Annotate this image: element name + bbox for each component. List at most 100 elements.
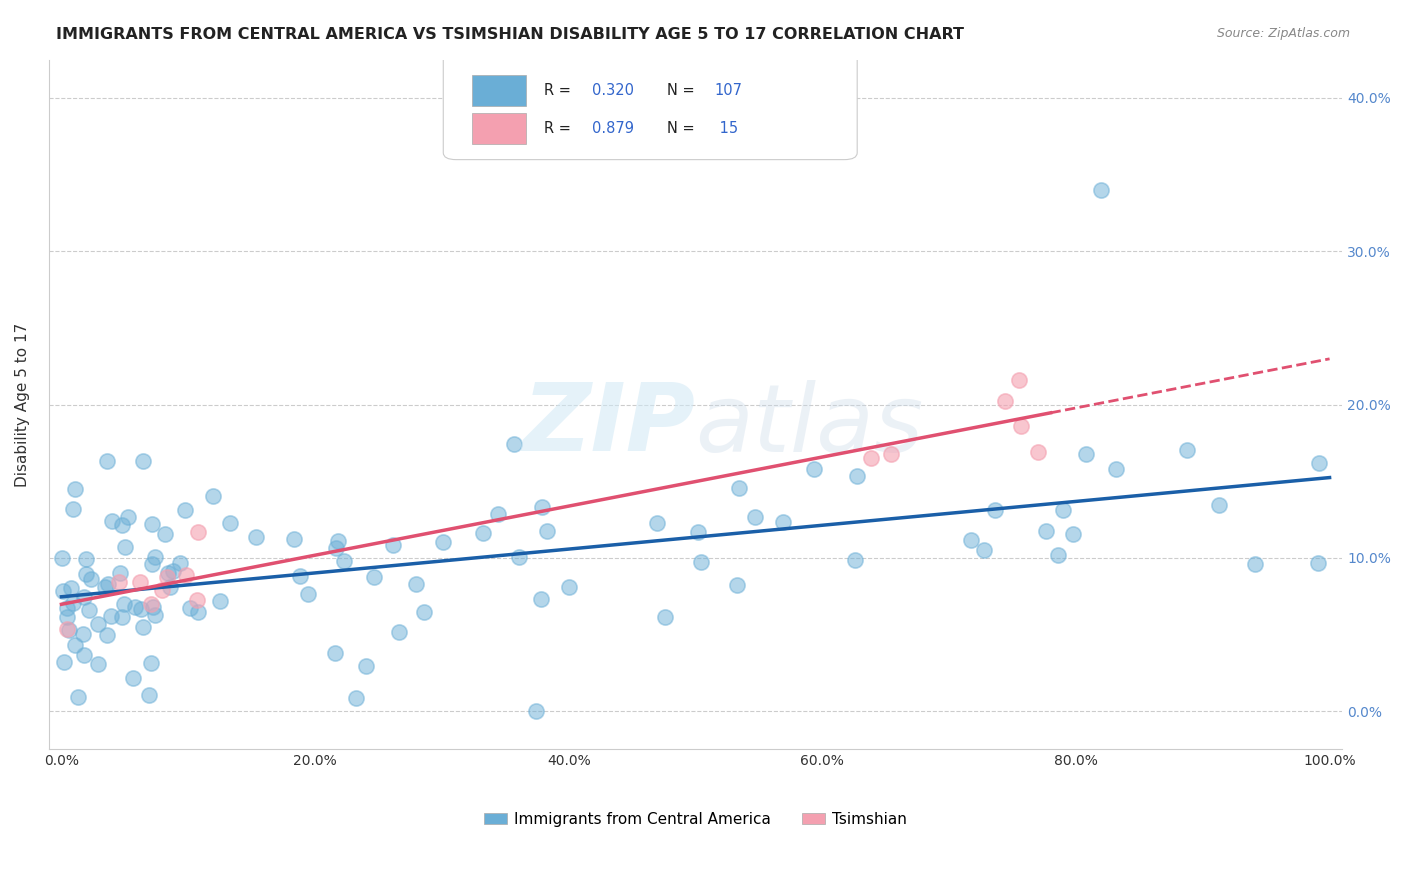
Point bbox=[326, 533, 349, 548]
Point bbox=[86, 657, 108, 672]
Point bbox=[169, 556, 191, 570]
Point bbox=[111, 518, 134, 533]
Point bbox=[143, 608, 166, 623]
Point bbox=[845, 468, 868, 483]
Point bbox=[73, 590, 96, 604]
Text: R =: R = bbox=[544, 83, 575, 98]
Point bbox=[844, 553, 866, 567]
Point bbox=[62, 596, 84, 610]
Point bbox=[323, 646, 346, 660]
Legend: Immigrants from Central America, Tsimshian: Immigrants from Central America, Tsimshi… bbox=[478, 805, 914, 832]
Point bbox=[58, 623, 80, 637]
Point bbox=[1090, 183, 1112, 197]
Point bbox=[645, 516, 668, 530]
Point bbox=[288, 568, 311, 582]
Point bbox=[77, 602, 100, 616]
Point bbox=[388, 624, 411, 639]
Point bbox=[80, 573, 103, 587]
Point bbox=[51, 551, 73, 566]
Point bbox=[1308, 456, 1330, 470]
Point bbox=[219, 516, 242, 530]
Text: 0.879: 0.879 bbox=[592, 121, 634, 136]
Point bbox=[413, 605, 436, 619]
Point bbox=[60, 581, 83, 595]
Point bbox=[117, 510, 139, 524]
Text: 0.320: 0.320 bbox=[592, 83, 634, 98]
Point bbox=[1046, 548, 1069, 562]
Point bbox=[150, 583, 173, 598]
Point bbox=[100, 609, 122, 624]
Y-axis label: Disability Age 5 to 17: Disability Age 5 to 17 bbox=[15, 322, 30, 487]
Point bbox=[725, 578, 748, 592]
Point bbox=[159, 580, 181, 594]
Text: 107: 107 bbox=[714, 83, 742, 98]
Point bbox=[94, 580, 117, 594]
Point bbox=[186, 593, 208, 607]
Point bbox=[108, 575, 131, 590]
Point bbox=[502, 437, 524, 451]
Point bbox=[356, 658, 378, 673]
Text: Source: ZipAtlas.com: Source: ZipAtlas.com bbox=[1216, 27, 1350, 40]
Point bbox=[983, 502, 1005, 516]
Point bbox=[530, 500, 553, 515]
Point bbox=[1306, 556, 1329, 570]
Point bbox=[131, 620, 153, 634]
Point bbox=[1008, 373, 1031, 387]
Point bbox=[880, 447, 903, 461]
FancyBboxPatch shape bbox=[472, 75, 526, 106]
Text: N =: N = bbox=[666, 121, 699, 136]
Point bbox=[131, 454, 153, 468]
Point bbox=[1208, 498, 1230, 512]
Point bbox=[162, 564, 184, 578]
FancyBboxPatch shape bbox=[443, 53, 858, 160]
Point bbox=[558, 580, 581, 594]
Text: R =: R = bbox=[544, 121, 575, 136]
Point bbox=[283, 533, 305, 547]
Point bbox=[153, 526, 176, 541]
Text: atlas: atlas bbox=[696, 380, 924, 471]
Point bbox=[1062, 527, 1084, 541]
Point bbox=[993, 393, 1015, 408]
Point bbox=[142, 600, 165, 615]
Point bbox=[156, 566, 179, 580]
Point bbox=[973, 543, 995, 558]
Point bbox=[141, 517, 163, 532]
Point bbox=[1035, 524, 1057, 539]
Point bbox=[325, 541, 347, 555]
Point bbox=[87, 617, 110, 632]
Point bbox=[202, 489, 225, 503]
Point bbox=[187, 524, 209, 539]
Text: IMMIGRANTS FROM CENTRAL AMERICA VS TSIMSHIAN DISABILITY AGE 5 TO 17 CORRELATION : IMMIGRANTS FROM CENTRAL AMERICA VS TSIMS… bbox=[56, 27, 965, 42]
Point bbox=[1010, 419, 1032, 434]
Text: 15: 15 bbox=[714, 121, 738, 136]
Point bbox=[1074, 448, 1097, 462]
Point bbox=[526, 704, 548, 718]
Point bbox=[1175, 442, 1198, 457]
Point bbox=[129, 574, 152, 589]
Point bbox=[297, 587, 319, 601]
Point bbox=[686, 525, 709, 540]
Point bbox=[108, 566, 131, 581]
Point bbox=[72, 627, 94, 641]
Point bbox=[690, 556, 713, 570]
Point bbox=[1244, 558, 1267, 572]
Point bbox=[333, 554, 356, 568]
Point bbox=[53, 655, 76, 669]
Point bbox=[803, 462, 825, 476]
Point bbox=[138, 688, 160, 702]
Point bbox=[65, 638, 87, 652]
Point bbox=[174, 568, 197, 582]
Point bbox=[173, 502, 195, 516]
Point bbox=[536, 524, 558, 539]
Point bbox=[56, 622, 79, 636]
Point bbox=[73, 648, 96, 662]
Point bbox=[129, 602, 152, 616]
Point bbox=[56, 601, 79, 615]
Point bbox=[56, 610, 79, 624]
Point bbox=[97, 577, 120, 591]
Point bbox=[139, 656, 162, 670]
Point bbox=[75, 567, 97, 582]
Point bbox=[124, 599, 146, 614]
Point bbox=[363, 569, 385, 583]
Point bbox=[530, 592, 553, 607]
